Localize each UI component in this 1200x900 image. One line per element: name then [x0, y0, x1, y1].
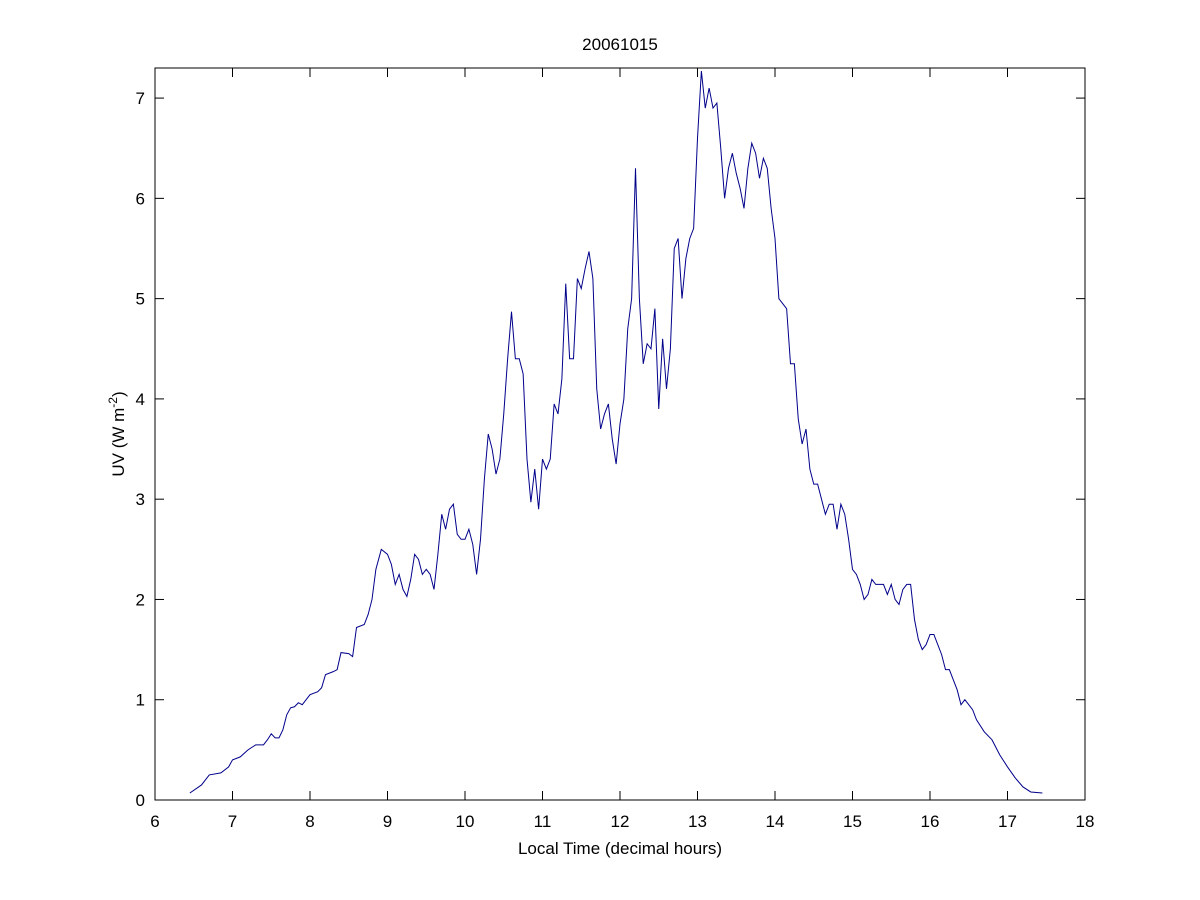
y-tick-label: 1 — [136, 691, 145, 710]
x-tick-label: 12 — [611, 812, 630, 831]
y-label-sup: -2 — [106, 397, 120, 408]
x-axis-label: Local Time (decimal hours) — [518, 839, 722, 858]
chart-title: 20061015 — [582, 35, 658, 54]
x-tick-label: 13 — [688, 812, 707, 831]
x-tick-label: 7 — [228, 812, 237, 831]
x-tick-label: 9 — [383, 812, 392, 831]
data-line — [189, 70, 1043, 794]
x-tick-label: 11 — [534, 812, 552, 831]
x-tick-label: 16 — [921, 812, 940, 831]
x-tick-label: 8 — [305, 812, 314, 831]
y-label-main: UV (W m — [109, 408, 128, 477]
x-tick-label: 10 — [456, 812, 475, 831]
y-tick-label: 3 — [136, 490, 145, 509]
y-tick-label: 0 — [136, 791, 145, 810]
y-label-close: ) — [109, 391, 128, 397]
x-tick-label: 15 — [843, 812, 862, 831]
y-tick-label: 7 — [136, 89, 145, 108]
y-axis-label: UV (W m-2) — [106, 391, 128, 476]
x-tick-label: 6 — [150, 812, 159, 831]
y-tick-label: 4 — [136, 390, 145, 409]
plot-frame — [154, 67, 1086, 801]
y-tick-label: 5 — [136, 290, 145, 309]
x-tick-label: 17 — [998, 812, 1017, 831]
y-tick-label: 2 — [136, 590, 145, 609]
y-tick-label: 6 — [136, 189, 145, 208]
x-tick-label: 14 — [766, 812, 785, 831]
x-tick-label: 18 — [1076, 812, 1095, 831]
